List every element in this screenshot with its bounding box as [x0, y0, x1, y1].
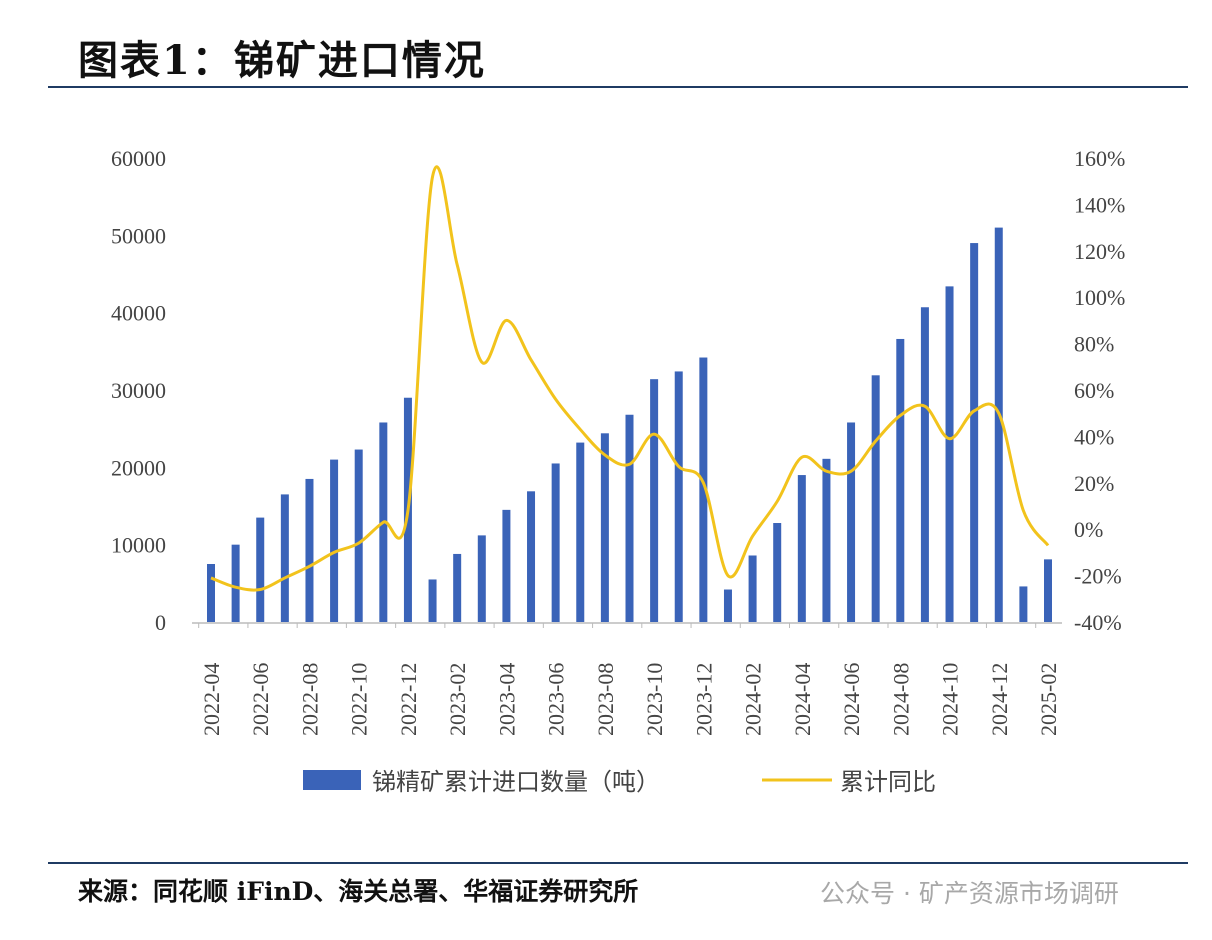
x-tick-label: 2023-08: [593, 663, 618, 736]
x-tick-label: 2022-04: [199, 663, 224, 736]
bar-2023-07: [576, 442, 585, 622]
right-axis-tick: 40%: [1074, 424, 1114, 449]
bar-2024-10: [945, 286, 954, 622]
x-tick-label: 2023-12: [691, 663, 716, 736]
bar-2024-09: [920, 307, 929, 622]
bar-2023-10: [650, 379, 659, 622]
bar-2022-09: [330, 459, 339, 622]
left-axis-tick: 10000: [111, 533, 166, 558]
legend-line-label: 累计同比: [840, 768, 936, 796]
bar-2024-04: [797, 475, 806, 622]
bar-2023-02: [453, 553, 462, 622]
bar-2022-06: [256, 517, 265, 622]
left-axis-tick: 0: [155, 610, 166, 635]
x-tick-label: 2023-02: [445, 663, 470, 736]
right-axis-tick: 100%: [1074, 285, 1125, 310]
footer-rule: [48, 862, 1188, 864]
bar-2023-08: [600, 433, 609, 622]
x-tick-label: 2024-02: [741, 663, 766, 736]
bar-2023-01: [428, 579, 437, 622]
bar-2023-06: [551, 463, 560, 622]
bar-2022-05: [231, 544, 240, 622]
line-series-yoy: [210, 165, 1050, 592]
left-axis-tick: 50000: [111, 223, 166, 248]
bar-2022-08: [305, 478, 314, 622]
right-axis-tick: 140%: [1074, 192, 1125, 217]
bar-2023-12: [699, 357, 708, 622]
bar-2024-06: [847, 422, 856, 622]
right-axis-tick: 20%: [1074, 471, 1114, 496]
bar-2025-01: [1019, 586, 1028, 622]
bar-2022-07: [280, 494, 289, 622]
left-axis-tick: 20000: [111, 455, 166, 480]
bar-2023-09: [625, 414, 634, 622]
bar-2024-05: [822, 458, 831, 622]
right-axis-tick: 60%: [1074, 378, 1114, 403]
bar-2024-01: [723, 589, 732, 622]
x-tick-label: 2024-04: [790, 663, 815, 736]
watermark: 公众号 · 矿产资源市场调研: [820, 879, 1119, 908]
x-tick-label: 2024-06: [839, 663, 864, 736]
right-axis-tick: 120%: [1074, 239, 1125, 264]
bar-2024-03: [773, 523, 782, 622]
figure-title: 图表1：锑矿进口情况: [78, 37, 486, 84]
left-axis-tick: 60000: [111, 146, 166, 171]
bar-2025-02: [1044, 559, 1052, 622]
x-tick-label: 2024-12: [987, 663, 1012, 736]
bar-2022-10: [354, 449, 363, 622]
legend-bar-swatch: [303, 770, 361, 790]
left-axis-tick: 30000: [111, 378, 166, 403]
bar-2024-11: [970, 243, 979, 623]
x-tick-label: 2024-10: [938, 663, 963, 736]
right-axis-tick: 80%: [1074, 332, 1114, 357]
title-rule: [48, 86, 1188, 88]
right-axis-tick: -20%: [1074, 564, 1122, 589]
x-tick-label: 2023-06: [544, 663, 569, 736]
source-note: 来源：同花顺 iFinD、海关总署、华福证券研究所: [78, 877, 639, 906]
bar-2023-05: [527, 491, 536, 622]
x-tick-label: 2025-02: [1036, 663, 1061, 736]
x-tick-label: 2023-04: [494, 663, 519, 736]
right-axis-tick: 160%: [1074, 146, 1125, 171]
right-axis-tick: 0%: [1074, 517, 1103, 542]
bar-2023-04: [502, 509, 511, 622]
x-tick-label: 2024-08: [888, 663, 913, 736]
bar-2023-03: [477, 535, 486, 622]
bar-2022-04: [207, 564, 215, 622]
x-tick-label: 2022-10: [347, 663, 372, 736]
right-axis-tick: -40%: [1074, 610, 1122, 635]
bar-2024-07: [871, 375, 880, 622]
bar-2024-08: [896, 338, 905, 622]
legend-bar-label: 锑精矿累计进口数量（吨）: [372, 768, 660, 796]
x-tick-label: 2022-12: [396, 663, 421, 736]
bar-2024-02: [748, 555, 757, 622]
x-tick-label: 2022-06: [248, 663, 273, 736]
x-tick-label: 2022-08: [297, 663, 322, 736]
legend: 锑精矿累计进口数量（吨） 累计同比: [303, 768, 936, 796]
bar-2023-11: [674, 371, 683, 622]
bar-2024-12: [994, 227, 1003, 622]
left-axis-tick: 40000: [111, 301, 166, 326]
x-tick-label: 2023-10: [642, 663, 667, 736]
